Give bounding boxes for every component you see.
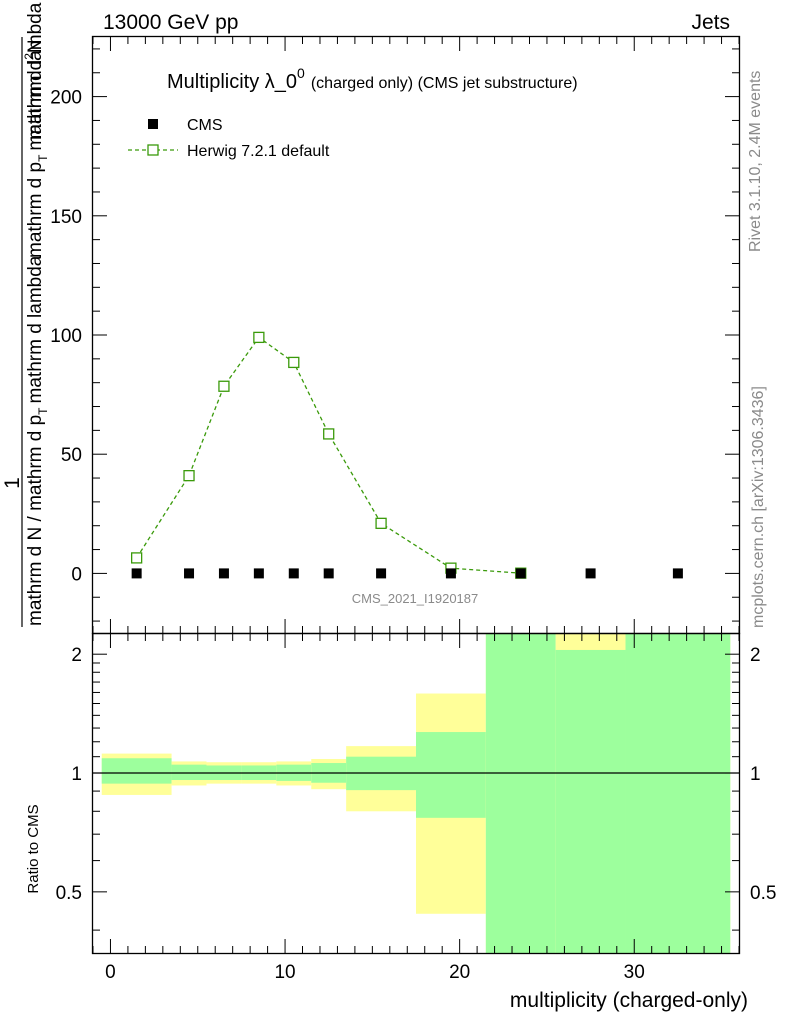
- cms-point: [253, 568, 264, 579]
- main-ytick-labels: 0 50 100 150 200: [50, 88, 82, 586]
- ratio-ytick-label-left: 1: [71, 764, 82, 785]
- main-ytick-label: 150: [50, 207, 82, 228]
- legend-cms-label: CMS: [187, 117, 223, 134]
- main-ylabel: 1 mathrm d N / mathrm d pTmathrm d lambd…: [1, 2, 50, 627]
- cms-point: [672, 568, 683, 579]
- cms-point: [445, 568, 456, 579]
- legend-herwig-marker: [147, 144, 159, 156]
- ratio-inner-band-7: [416, 732, 486, 818]
- herwig-point: [183, 470, 195, 482]
- xtick-label: 10: [274, 962, 295, 983]
- xtick-label: 30: [624, 962, 645, 983]
- herwig-series: [130, 331, 527, 579]
- ratio-ytick-labels: 0.5 0.5 1 1 2 2: [56, 645, 777, 904]
- ratio-inner-band-10: [625, 634, 731, 953]
- herwig-point: [218, 380, 230, 392]
- ratio-ytick-label-right: 0.5: [750, 883, 776, 904]
- main-ytick-label: 50: [61, 445, 82, 466]
- cms-point: [515, 568, 526, 579]
- ratio-inner-band-8: [485, 634, 556, 953]
- cms-point: [184, 568, 195, 579]
- analysis-watermark: CMS_2021_I1920187: [352, 591, 479, 606]
- ylabel-denominator: mathrm d N / mathrm d pTmathrm d lambda: [25, 255, 50, 626]
- process-label: Jets: [691, 11, 730, 34]
- xtick-label: 20: [449, 962, 470, 983]
- energy-label: 13000 GeV pp: [103, 11, 238, 34]
- herwig-point: [130, 552, 143, 564]
- ratio-ytick-label-right: 1: [750, 764, 761, 785]
- ylabel-numerator: 1: [1, 477, 24, 489]
- cms-point: [376, 568, 387, 579]
- ratio-ylabel: Ratio to CMS: [25, 804, 42, 893]
- ratio-inner-band-9: [555, 649, 626, 953]
- legend-herwig-label: Herwig 7.2.1 default: [187, 143, 330, 160]
- ylabel-lower: mathrm d pTmathrm d lambda: [25, 2, 50, 258]
- herwig-point: [375, 517, 387, 529]
- legend: CMS Herwig 7.2.1 default: [128, 117, 330, 160]
- main-ytick-label: 0: [71, 564, 82, 585]
- ylabel-upper: mathrm d2N: [22, 39, 46, 140]
- main-ticks: [92, 37, 740, 953]
- x-axis-label: multiplicity (charged-only): [510, 989, 748, 1012]
- xtick-labels: 0 10 20 30: [105, 962, 645, 983]
- ratio-inner-band-1: [171, 764, 207, 781]
- herwig-point: [323, 428, 335, 440]
- ratio-ytick-label-left: 0.5: [56, 883, 82, 904]
- herwig-point: [288, 356, 300, 369]
- rivet-label: Rivet 3.1.10, 2.4M events: [747, 71, 764, 252]
- cms-series: [131, 568, 683, 579]
- herwig-line: [136, 336, 521, 574]
- cms-point: [585, 568, 596, 579]
- xtick-label: 0: [105, 962, 116, 983]
- cms-point: [288, 568, 299, 579]
- legend-cms-marker: [148, 119, 158, 129]
- ratio-bands: [101, 634, 731, 953]
- main-ytick-label: 200: [50, 88, 82, 109]
- ratio-inner-band-0: [101, 758, 172, 784]
- main-ytick-label: 100: [50, 326, 82, 347]
- herwig-point: [253, 331, 265, 344]
- cms-point: [218, 568, 229, 579]
- ratio-ytick-label-right: 2: [750, 645, 761, 666]
- mcplots-label: mcplots.cern.ch [arXiv:1306.3436]: [750, 386, 767, 628]
- plot-title: Multiplicity λ_00(charged only) (CMS jet…: [167, 65, 578, 93]
- cms-point: [131, 568, 142, 579]
- cms-point: [323, 568, 334, 579]
- ratio-plot-frame: [91, 632, 741, 955]
- ratio-ytick-label-left: 2: [71, 645, 82, 666]
